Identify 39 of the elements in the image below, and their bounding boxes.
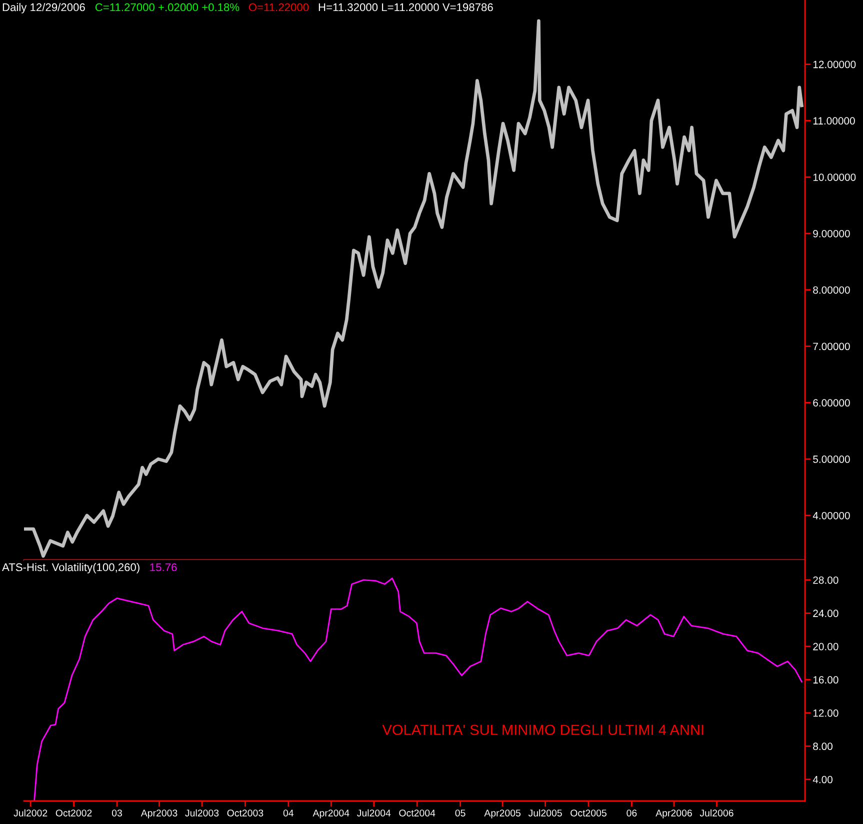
y-tick-label: 8.00 bbox=[813, 742, 833, 750]
y-tick-label: 28.00 bbox=[813, 576, 838, 584]
y-tick-label: 24.00 bbox=[813, 610, 838, 618]
x-tick-label: Apr2006 bbox=[656, 810, 692, 818]
y-tick-label: 9.00000 bbox=[813, 230, 850, 238]
x-tick-label: Jul2002 bbox=[14, 809, 48, 816]
x-tick-label: 05 bbox=[455, 810, 466, 816]
annotation: VOLATILITA' SUL MINIMO DEGLI ULTIMI 4 ANNI bbox=[382, 724, 704, 736]
y-tick-label: 7.00000 bbox=[813, 342, 850, 350]
y-tick-label: 12.00 bbox=[813, 709, 838, 717]
x-tick-label: Apr2003 bbox=[140, 810, 178, 818]
y-tick-label: 11.00000 bbox=[813, 117, 855, 125]
y-tick-label: 10.00000 bbox=[813, 174, 856, 181]
x-tick-label: Jul2004 bbox=[357, 809, 391, 816]
x-tick-label: 04 bbox=[283, 810, 294, 816]
y-tick-label: 8.00000 bbox=[813, 286, 850, 294]
line-series bbox=[34, 578, 802, 801]
chart-title: ATS-Hist. Volatility(100,260) bbox=[2, 563, 140, 574]
x-tick-label: Jul2006 bbox=[700, 809, 734, 816]
x-tick-label: Apr2004 bbox=[312, 810, 350, 818]
y-tick-label: 16.00 bbox=[813, 676, 838, 684]
y-tick-label: 5.00000 bbox=[813, 456, 850, 463]
chart-title: Daily 12/29/2006 C=11.27000 +.02000 +0.18% O=11.22000 H=11.32000 L=11.20000 V=198786 bbox=[2, 3, 493, 14]
y-tick-label: 20.00 bbox=[813, 642, 838, 650]
x-tick-label: Oct2004 bbox=[399, 810, 436, 816]
line-series bbox=[24, 19, 804, 558]
x-tick-label: Apr2005 bbox=[484, 810, 521, 818]
x-tick-label: Jul2005 bbox=[528, 809, 562, 816]
x-tick-label: 06 bbox=[626, 810, 637, 816]
annotation: 15.76 bbox=[150, 563, 177, 572]
x-tick-label: Jul2003 bbox=[185, 809, 219, 816]
y-tick-label: 6.00000 bbox=[813, 399, 850, 407]
y-tick-label: 4.00 bbox=[812, 776, 833, 784]
x-tick-label: Oct2005 bbox=[570, 810, 606, 816]
x-tick-label: Oct2002 bbox=[56, 810, 92, 816]
x-tick-label: 03 bbox=[112, 810, 122, 816]
y-tick-label: 12.00000 bbox=[813, 60, 856, 68]
x-tick-label: Oct2003 bbox=[227, 810, 264, 816]
y-tick-label: 4.00000 bbox=[812, 512, 850, 520]
